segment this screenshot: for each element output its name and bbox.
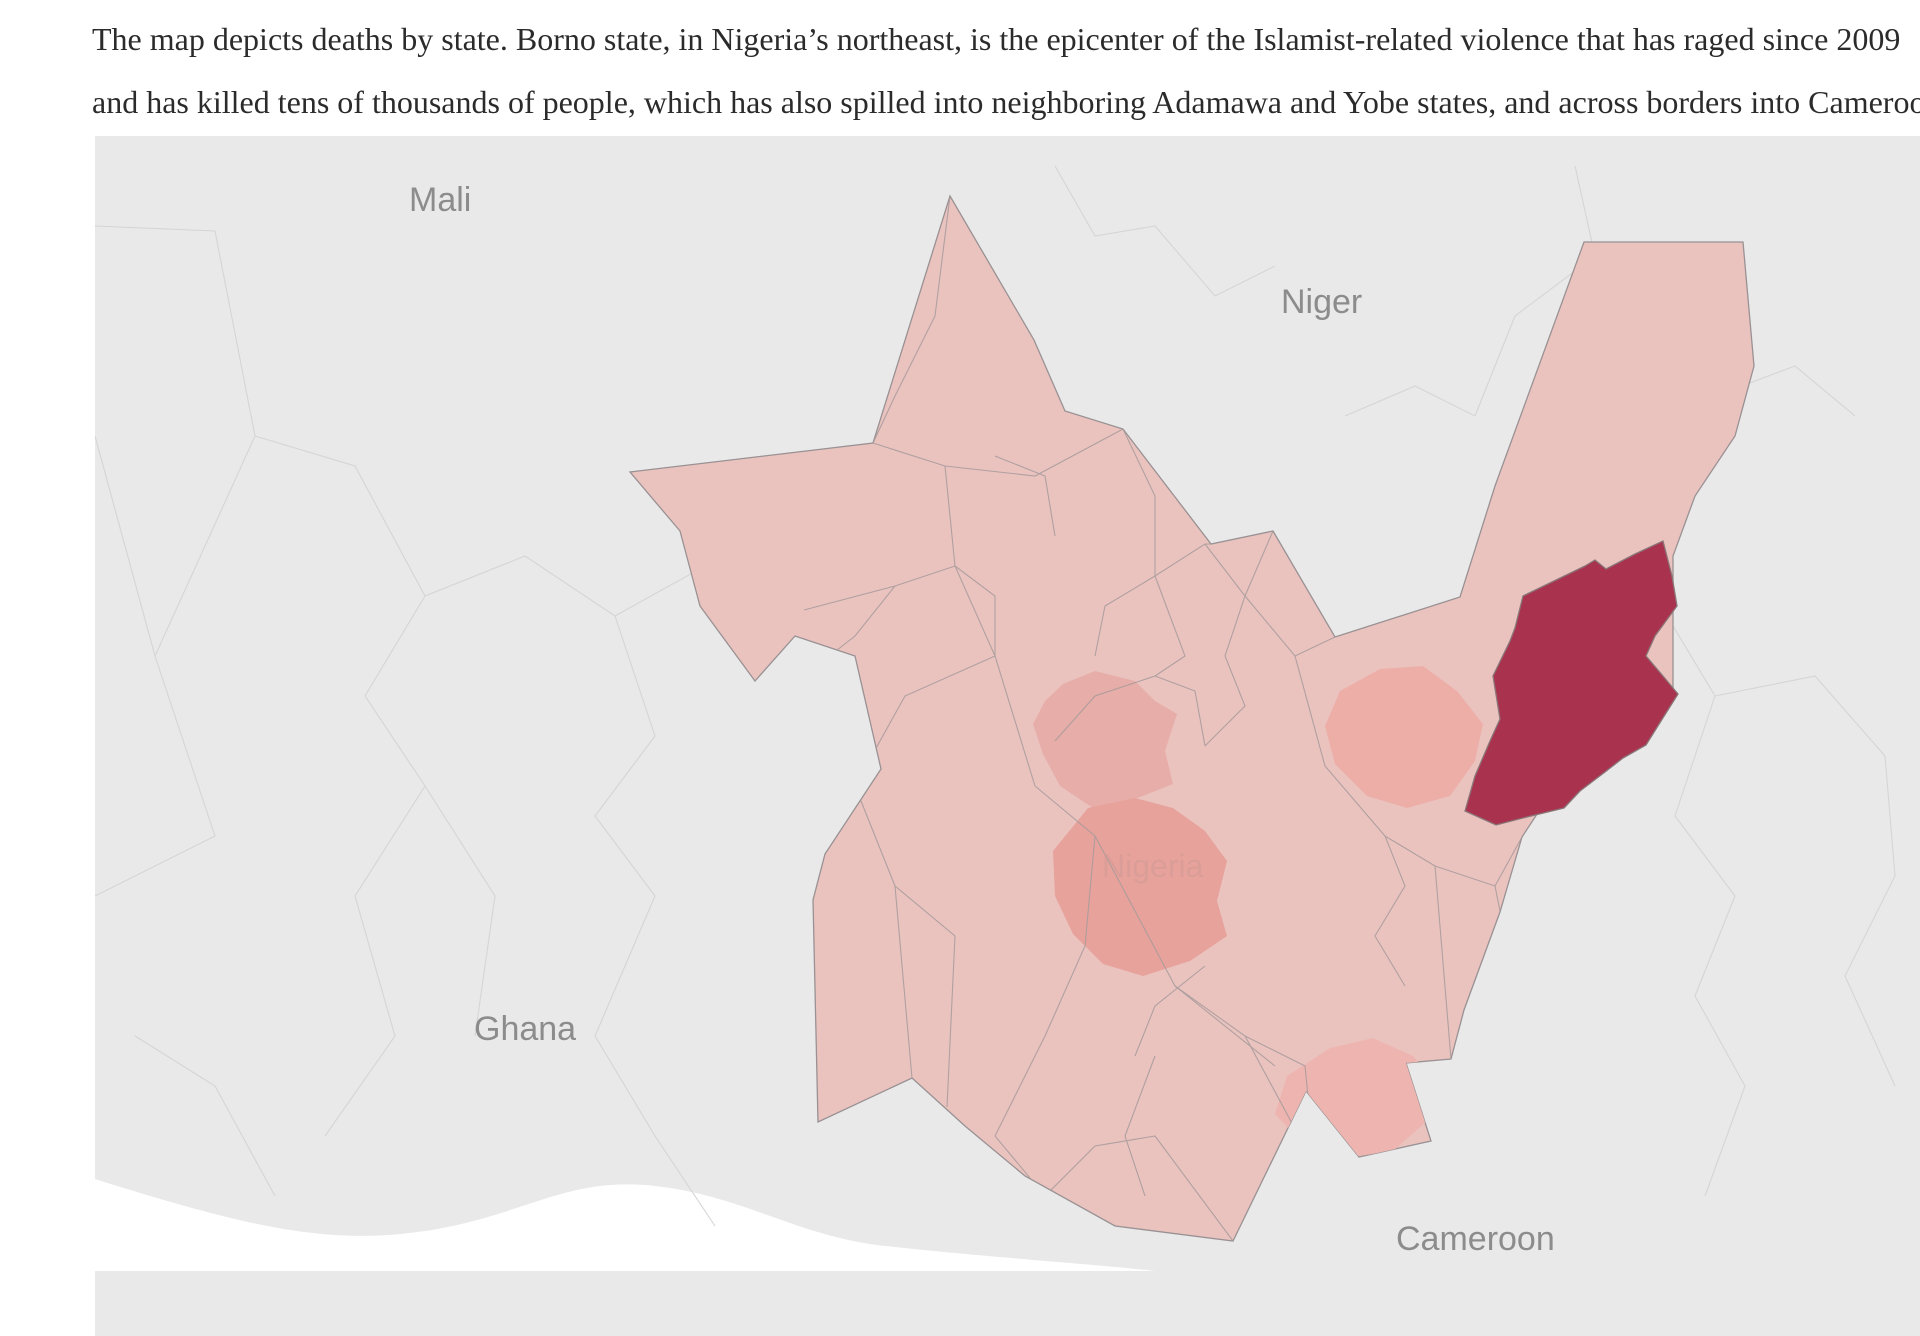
svg-text:Mali: Mali	[409, 181, 471, 219]
svg-text:Cameroon: Cameroon	[1396, 1220, 1555, 1258]
svg-text:Nigeria: Nigeria	[1102, 848, 1204, 884]
svg-text:Ghana: Ghana	[474, 1010, 576, 1048]
svg-text:Niger: Niger	[1281, 283, 1362, 321]
